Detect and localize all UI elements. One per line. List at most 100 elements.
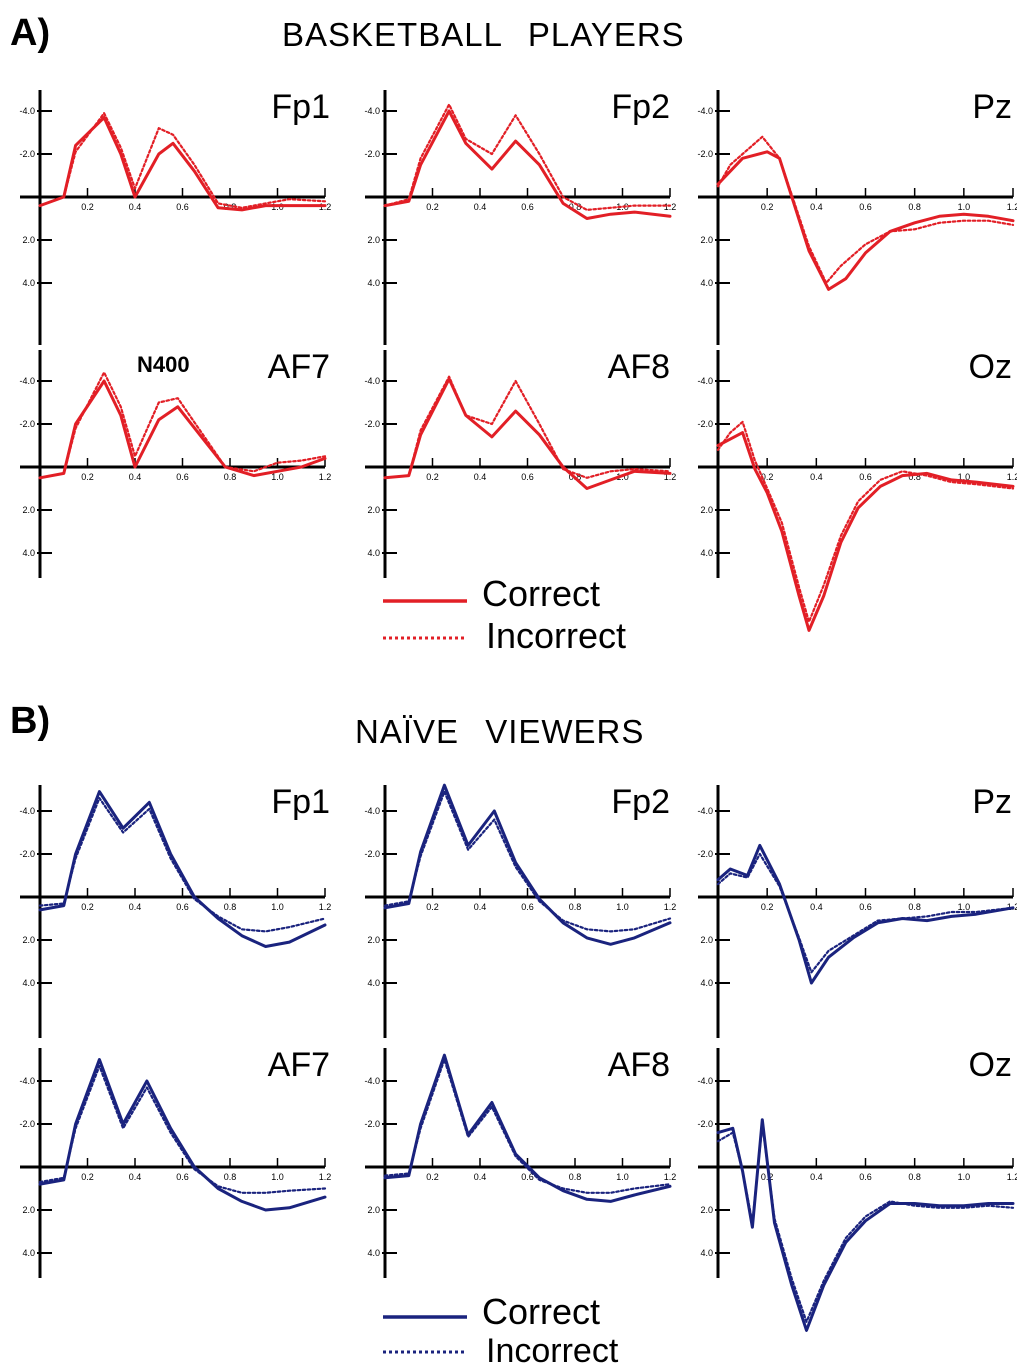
y-tick-label: 4.0 <box>367 1248 380 1258</box>
y-tick-label: -2.0 <box>19 149 35 159</box>
y-tick-label: 2.0 <box>367 935 380 945</box>
n400-annotation: N400 <box>137 352 190 377</box>
x-tick-label: 0.6 <box>176 202 189 212</box>
x-tick-label: 0.4 <box>474 472 487 482</box>
series-incorrect-line <box>716 420 1015 623</box>
x-tick-label: 0.2 <box>81 472 94 482</box>
erp-plot-basketball-oz: 0.2 0.4 0.6 0.8 1.0 1.2 -4.0 -2.0 2.0 4.0 Oz <box>697 348 1017 632</box>
series-incorrect-line <box>716 852 1015 974</box>
legend-incorrect-label: Incorrect <box>486 1332 619 1367</box>
y-tick-label: -2.0 <box>697 849 713 859</box>
naive-viewers-title: NAÏVE VIEWERS <box>355 713 645 750</box>
y-tick-label: -2.0 <box>697 1119 713 1129</box>
panel-b-letter: B) <box>10 700 51 742</box>
y-tick-label: -4.0 <box>697 376 713 386</box>
x-tick-label: 1.2 <box>664 202 677 212</box>
series-incorrect-line <box>38 371 327 479</box>
panel-a-letter: A) <box>10 12 51 54</box>
x-tick-label: 0.4 <box>474 902 487 912</box>
x-tick-label: 0.8 <box>569 202 582 212</box>
legend-basketball: Correct Incorrect <box>383 573 626 656</box>
x-tick-label: 1.0 <box>271 472 284 482</box>
x-tick-label: 0.4 <box>129 902 142 912</box>
y-tick-label: -4.0 <box>697 806 713 816</box>
y-tick-label: -2.0 <box>19 419 35 429</box>
x-tick-label: 0.2 <box>426 1172 439 1182</box>
y-tick-label: 4.0 <box>22 278 35 288</box>
x-tick-label: 0.8 <box>224 902 237 912</box>
x-tick-label: 0.6 <box>176 472 189 482</box>
series-incorrect-line <box>383 790 672 933</box>
series-correct-line <box>383 377 672 490</box>
x-tick-label: 1.0 <box>616 902 629 912</box>
series-correct-line <box>38 379 327 480</box>
x-tick-label: 0.2 <box>761 902 774 912</box>
x-tick-label: 0.4 <box>129 472 142 482</box>
y-tick-label: -4.0 <box>364 106 380 116</box>
x-tick-label: 0.8 <box>224 1172 237 1182</box>
series-incorrect-line <box>383 1058 672 1194</box>
x-tick-label: 0.2 <box>81 202 94 212</box>
y-tick-label: 4.0 <box>22 548 35 558</box>
x-tick-label: 0.2 <box>426 472 439 482</box>
y-tick-label: -2.0 <box>364 1119 380 1129</box>
x-tick-label: 1.2 <box>1007 1172 1017 1182</box>
y-tick-label: 4.0 <box>700 1248 713 1258</box>
y-tick-label: 2.0 <box>700 505 713 515</box>
electrode-label: Fp2 <box>611 783 670 821</box>
x-tick-label: 1.2 <box>1007 202 1017 212</box>
y-tick-label: 4.0 <box>367 548 380 558</box>
x-tick-label: 0.4 <box>129 1172 142 1182</box>
electrode-label: Pz <box>972 783 1012 821</box>
y-tick-label: -4.0 <box>19 376 35 386</box>
series-incorrect-line <box>383 103 672 211</box>
x-tick-label: 0.8 <box>908 1172 921 1182</box>
x-tick-label: 0.4 <box>810 902 823 912</box>
y-tick-label: 2.0 <box>700 235 713 245</box>
basketball-players-title: BASKETBALL PLAYERS <box>282 16 685 53</box>
series-correct-line <box>716 431 1015 632</box>
series-correct-line <box>716 1118 1015 1332</box>
y-tick-label: 2.0 <box>700 1205 713 1215</box>
x-tick-label: 0.8 <box>569 1172 582 1182</box>
x-tick-label: 1.2 <box>664 1172 677 1182</box>
x-tick-label: 0.6 <box>521 902 534 912</box>
series-incorrect-line <box>38 1064 327 1194</box>
y-tick-label: -4.0 <box>364 1076 380 1086</box>
y-tick-label: 4.0 <box>700 548 713 558</box>
y-tick-label: -2.0 <box>19 849 35 859</box>
x-tick-label: 0.2 <box>761 1172 774 1182</box>
series-incorrect-line <box>38 112 327 209</box>
x-tick-label: 0.4 <box>474 202 487 212</box>
legend-incorrect-label: Incorrect <box>486 615 626 656</box>
x-tick-label: 1.0 <box>616 1172 629 1182</box>
y-tick-label: -4.0 <box>364 376 380 386</box>
erp-plot-naive-af7: 0.2 0.4 0.6 0.8 1.0 1.2 -4.0 -2.0 2.0 4.0 AF7 <box>19 1046 331 1278</box>
x-tick-label: 0.6 <box>859 902 872 912</box>
x-tick-label: 0.4 <box>810 472 823 482</box>
x-tick-label: 0.8 <box>908 202 921 212</box>
x-tick-label: 0.4 <box>810 202 823 212</box>
y-tick-label: 4.0 <box>22 978 35 988</box>
x-tick-label: 1.0 <box>271 1172 284 1182</box>
x-tick-label: 0.6 <box>859 1172 872 1182</box>
x-tick-label: 0.4 <box>810 1172 823 1182</box>
x-tick-label: 1.2 <box>1007 472 1017 482</box>
electrode-label: Fp2 <box>611 88 670 126</box>
electrode-label: Oz <box>969 1046 1012 1084</box>
y-tick-label: 2.0 <box>22 505 35 515</box>
series-incorrect-line <box>38 796 327 933</box>
x-tick-label: 1.0 <box>958 1172 971 1182</box>
legend-naive: Correct Incorrect <box>383 1291 619 1367</box>
x-tick-label: 0.8 <box>908 902 921 912</box>
x-tick-label: 1.2 <box>319 472 332 482</box>
erp-plot-basketball-af7: 0.2 0.4 0.6 0.8 1.0 1.2 -4.0 -2.0 2.0 4.0 AF7 <box>19 348 331 578</box>
y-tick-label: 4.0 <box>700 278 713 288</box>
erp-plot-naive-oz: 0.2 0.4 0.6 0.8 1.0 1.2 -4.0 -2.0 2.0 4.0 Oz <box>697 1046 1017 1332</box>
y-tick-label: 2.0 <box>367 505 380 515</box>
erp-plot-naive-fp1: 0.2 0.4 0.6 0.8 1.0 1.2 -4.0 -2.0 2.0 4.0 Fp1 <box>19 783 331 1038</box>
electrode-label: Fp1 <box>271 783 330 821</box>
y-tick-label: 2.0 <box>700 935 713 945</box>
y-tick-label: 2.0 <box>367 235 380 245</box>
